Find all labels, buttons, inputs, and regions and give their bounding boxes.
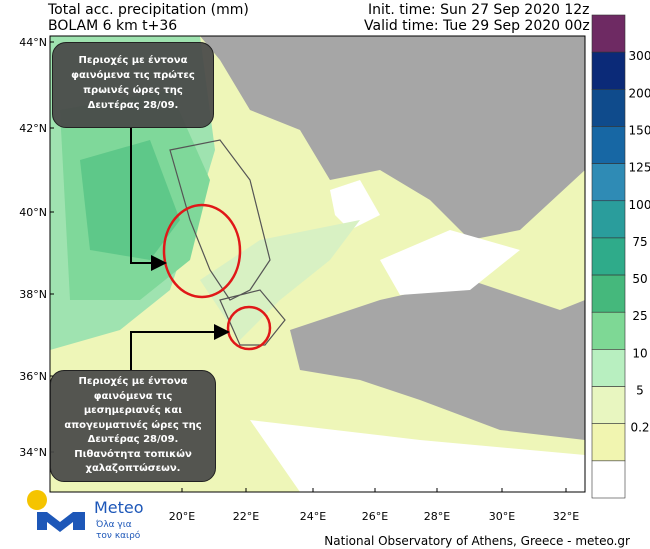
logo-tagline: Όλα για xyxy=(95,519,132,530)
annotation-line: Δευτέρας 28/09. xyxy=(87,100,179,111)
lon-tick-label: 26°E xyxy=(362,510,388,523)
lon-tick-label: 30°E xyxy=(489,510,515,523)
lat-tick-label: 42°N xyxy=(19,122,47,135)
colorbar-segment xyxy=(591,163,626,202)
lon-tick-label: 24°E xyxy=(300,510,326,523)
model-label: BOLAM 6 km t+36 xyxy=(48,18,178,34)
dry-area xyxy=(330,180,380,230)
footer: National Observatory of Athens, Greece -… xyxy=(324,534,630,548)
colorbar-segment xyxy=(591,423,626,462)
annotation-box: Περιοχές με έντονα φαινόμενα τις μεσημερια… xyxy=(50,370,216,482)
colorbar-segment xyxy=(591,349,626,387)
annotation-line: φαινόμενα τις xyxy=(93,390,173,402)
logo-mark xyxy=(37,512,85,532)
logo: Meteo Όλα για τον καιρό xyxy=(27,490,144,541)
colorbar-label: 200 xyxy=(629,86,650,100)
dry-area xyxy=(380,230,520,295)
lat-tick-label: 36°N xyxy=(19,370,47,383)
colorbar-segment xyxy=(591,311,626,350)
colorbar-label: 75 xyxy=(632,235,647,249)
lat-tick-label: 40°N xyxy=(19,206,47,219)
colorbar-segment xyxy=(591,274,626,313)
colorbar-label: 100 xyxy=(629,198,650,212)
colorbar-label: 150 xyxy=(629,123,650,137)
logo-sun xyxy=(27,490,47,510)
lat-tick-label: 34°N xyxy=(19,446,47,459)
title: Total acc. precipitation (mm) xyxy=(48,2,249,18)
valid-time: Valid time: Tue 29 Sep 2020 00z xyxy=(364,18,590,34)
coastline xyxy=(169,139,286,346)
lat-tick-label: 44°N xyxy=(19,36,47,49)
gray-land xyxy=(200,36,585,240)
colorbar-segment xyxy=(591,200,626,239)
lon-tick-label: 20°E xyxy=(169,510,195,523)
arrow xyxy=(130,128,167,271)
logo-name: Meteo xyxy=(94,498,144,517)
lon-tick-label: 22°E xyxy=(233,510,259,523)
colorbar-segment xyxy=(591,51,626,90)
annotation-line: μεσημεριανές και xyxy=(83,405,183,416)
colorbar-segment xyxy=(591,237,626,276)
colorbar-label: 10 xyxy=(632,346,647,360)
annotation-line: Δευτέρας 28/09. xyxy=(87,434,179,445)
annotation-line: απογευματινές ώρες της xyxy=(64,419,202,431)
colorbar-segment xyxy=(591,460,626,499)
annotation-line: χαλαζοπτώσεων. xyxy=(85,463,181,474)
colorbar-label: 125 xyxy=(629,161,650,175)
colorbar-segment xyxy=(591,126,626,164)
colorbar-segment xyxy=(591,89,626,127)
colorbar-label: 0.2 xyxy=(630,421,649,435)
arrow xyxy=(130,324,230,370)
dry-area xyxy=(250,420,585,492)
colorbar-label: 300 xyxy=(629,49,650,63)
annotation-line: πρωινές ώρες της xyxy=(83,85,183,96)
annotation-line: Περιοχές με έντονα xyxy=(78,55,188,66)
annotation-line: Περιοχές με έντονα xyxy=(78,376,188,387)
annotation-line: φαινόμενα τις πρώτες xyxy=(71,70,195,81)
highlight-ellipse xyxy=(162,203,242,299)
colorbar-label: 50 xyxy=(632,272,647,286)
lon-tick-label: 28°E xyxy=(424,510,450,523)
logo-tagline: τον καιρό xyxy=(96,530,141,541)
colorbar-label: 25 xyxy=(632,309,647,323)
lon-tick-label: 32°E xyxy=(553,510,579,523)
colorbar-segment xyxy=(591,386,626,424)
map-frame xyxy=(49,35,586,493)
colorbar-segment xyxy=(591,14,626,53)
annotation-line: Πιθανότητα τοπικών xyxy=(74,448,192,460)
annotation-box: Περιοχές με έντονα φαινόμενα τις πρώτες πρ… xyxy=(52,42,214,128)
init-time: Init. time: Sun 27 Sep 2020 12z xyxy=(368,2,590,18)
lat-tick-label: 38°N xyxy=(19,288,47,301)
colorbar-label: 5 xyxy=(636,384,644,398)
gray-land xyxy=(290,280,585,440)
